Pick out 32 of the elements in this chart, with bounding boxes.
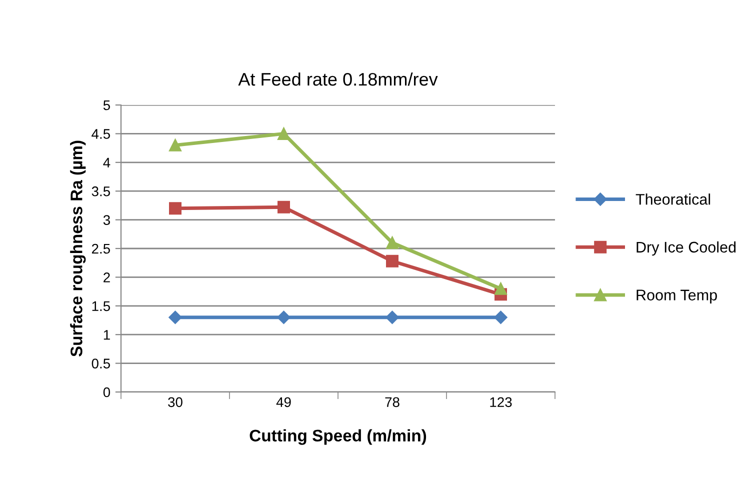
point <box>169 138 182 152</box>
point <box>386 310 399 324</box>
y-tick-label: 2.5 <box>92 244 110 254</box>
point <box>386 254 398 268</box>
x-axis-title: Cutting Speed (m/min) <box>250 429 426 445</box>
point <box>169 202 182 215</box>
legend-label: Theoratical <box>636 194 710 205</box>
y-tick-label: 0 <box>103 387 110 398</box>
y-tick-label: 4 <box>103 158 110 168</box>
point <box>168 310 182 324</box>
y-tick-label: 3.5 <box>92 186 110 196</box>
point <box>277 310 290 324</box>
legend-label: Room Temp <box>636 290 717 304</box>
legend-label: Dry Ice Cooled <box>636 241 736 256</box>
y-tick-label: 0.5 <box>92 358 110 368</box>
x-tick-label: 78 <box>385 397 400 408</box>
point <box>494 282 507 295</box>
point <box>278 200 290 214</box>
y-tick-label: 4.5 <box>92 129 110 139</box>
y-tick-label: 5 <box>103 100 110 110</box>
x-tick-label: 49 <box>276 397 291 408</box>
x-tick-label: 30 <box>168 397 182 408</box>
y-tick-label: 2 <box>104 272 110 282</box>
y-tick-label: 1.5 <box>92 301 110 312</box>
x-tick-label: 123 <box>490 397 512 408</box>
chart-title: At Feed rate 0.18mm/rev <box>238 72 438 86</box>
point <box>386 236 398 250</box>
y-tick-label: 3 <box>103 215 110 225</box>
point <box>278 127 290 140</box>
point <box>494 310 508 324</box>
y-tick-label: 1 <box>104 330 110 340</box>
y-axis-title: Surface roughness Ra (µm) <box>70 140 86 357</box>
